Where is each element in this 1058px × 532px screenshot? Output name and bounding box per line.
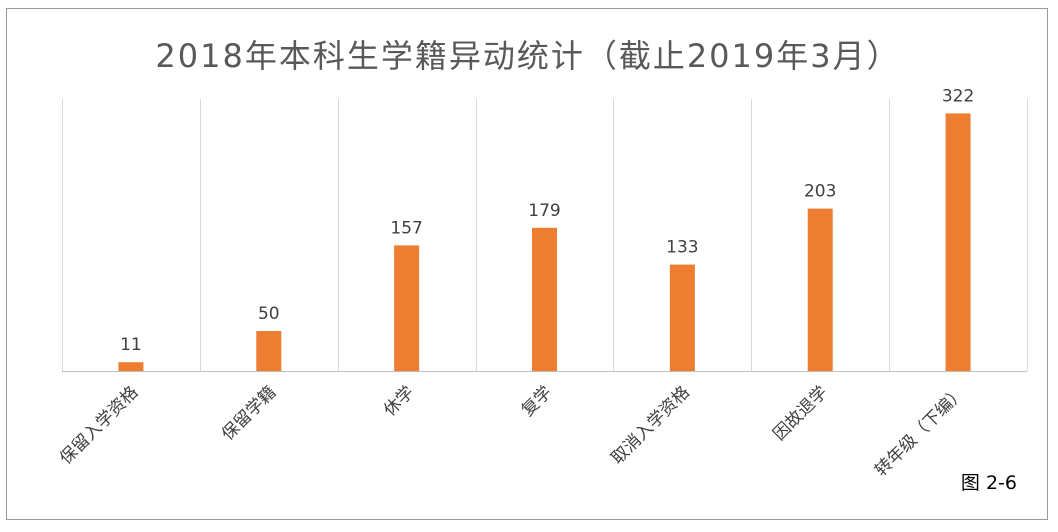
bar-chart: 11 保留入学资格 50 保留学籍 157 休学 179 复学 133 取消入学资格 203 因故退学… xyxy=(56,86,1028,481)
category-label: 保留学籍 xyxy=(218,382,280,444)
bar-7 xyxy=(945,113,971,372)
data-label: 203 xyxy=(804,182,836,202)
data-label: 179 xyxy=(528,201,560,221)
data-label: 50 xyxy=(258,304,280,324)
chart-frame: 2018年本科生学籍异动统计（截止2019年3月） 11 保留入学资格 50 保留学籍… xyxy=(6,8,1048,520)
data-label: 322 xyxy=(942,86,974,106)
data-label: 11 xyxy=(120,335,142,355)
bar-1 xyxy=(118,362,144,371)
bar-3 xyxy=(394,245,420,371)
bar-2 xyxy=(256,331,282,371)
data-label: 133 xyxy=(666,238,698,258)
category-label: 取消入学资格 xyxy=(608,382,694,468)
bar-6 xyxy=(807,208,833,371)
category-label: 休学 xyxy=(380,382,418,420)
data-label: 157 xyxy=(390,218,422,238)
category-label: 因故退学 xyxy=(770,382,832,444)
category-label: 保留入学资格 xyxy=(56,382,142,468)
bar-5 xyxy=(669,264,695,371)
chart-title: 2018年本科生学籍异动统计（截止2019年3月） xyxy=(155,37,901,75)
bar-4 xyxy=(532,227,557,371)
category-label: 转年级（下编） xyxy=(871,382,969,480)
category-label: 复学 xyxy=(518,382,556,420)
figure-label: 图 2-6 xyxy=(960,472,1017,494)
